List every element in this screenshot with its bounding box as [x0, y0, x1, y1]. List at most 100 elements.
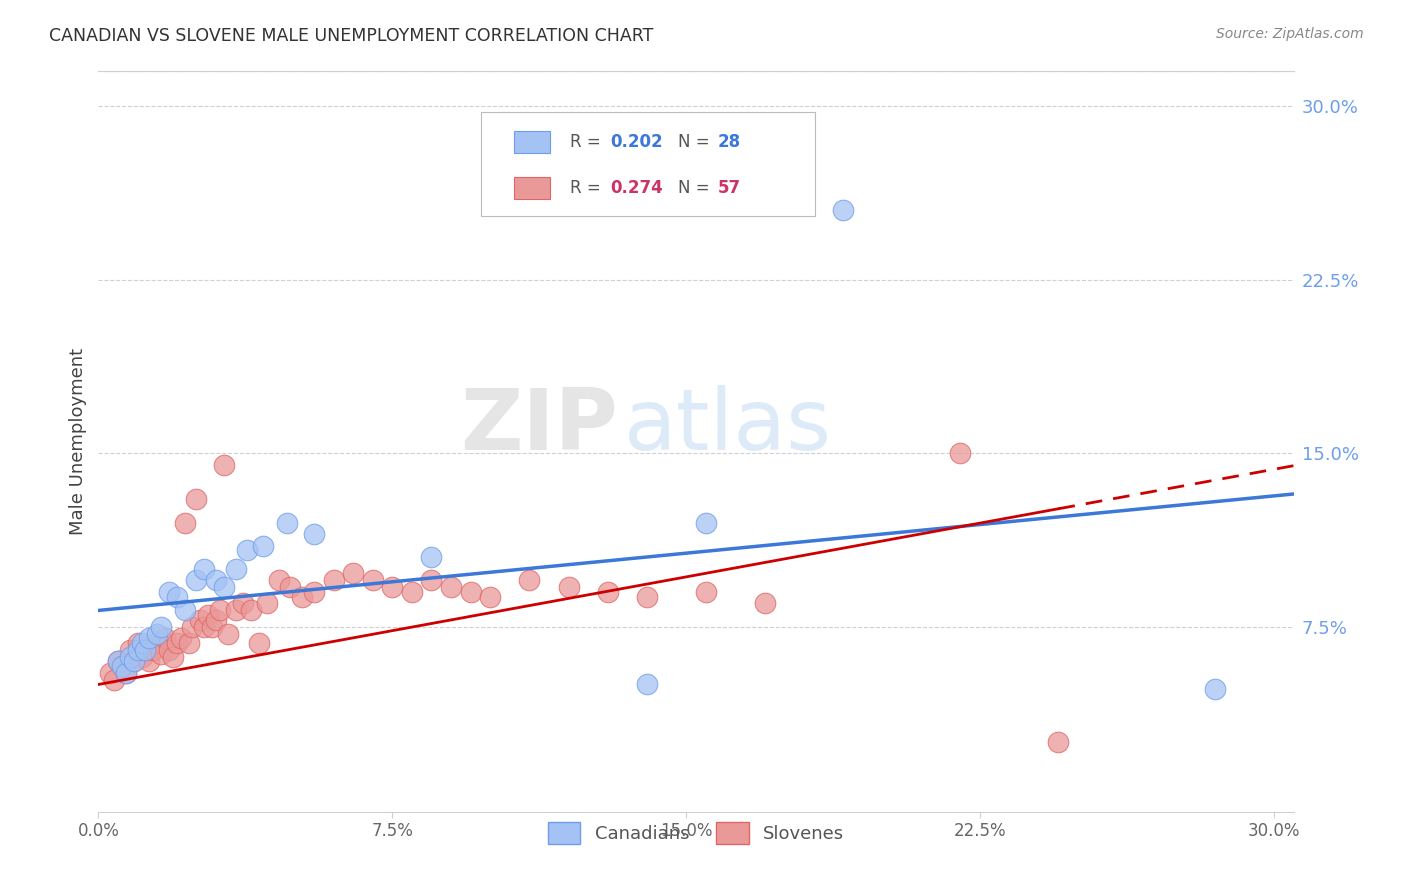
Point — [267, 574, 290, 588]
Point — [225, 603, 247, 617]
Point — [107, 654, 129, 668]
Point — [479, 590, 502, 604]
Point — [177, 636, 200, 650]
Point — [460, 585, 482, 599]
Point — [949, 446, 972, 460]
Text: N =: N = — [678, 133, 714, 151]
Point — [291, 590, 314, 604]
Point — [381, 580, 404, 594]
Point — [162, 649, 184, 664]
Point — [127, 642, 149, 657]
Point — [131, 636, 153, 650]
Point — [217, 626, 239, 640]
Point — [361, 574, 384, 588]
Point — [695, 516, 717, 530]
Text: 0.202: 0.202 — [610, 133, 662, 151]
Text: atlas: atlas — [624, 385, 832, 468]
Point — [186, 492, 208, 507]
Text: R =: R = — [571, 133, 606, 151]
Point — [193, 620, 215, 634]
Text: Source: ZipAtlas.com: Source: ZipAtlas.com — [1216, 27, 1364, 41]
Point — [247, 636, 270, 650]
Y-axis label: Male Unemployment: Male Unemployment — [69, 348, 87, 535]
Point — [232, 597, 254, 611]
Point — [98, 665, 121, 680]
Point — [322, 574, 344, 588]
Point — [118, 642, 141, 657]
Point — [188, 613, 211, 627]
Point — [420, 574, 443, 588]
Point — [208, 603, 231, 617]
Point — [280, 580, 302, 594]
Text: R =: R = — [571, 179, 606, 197]
Point — [256, 597, 278, 611]
Text: N =: N = — [678, 179, 714, 197]
Point — [181, 620, 204, 634]
Point — [636, 677, 658, 691]
Point — [193, 562, 215, 576]
Point — [127, 636, 149, 650]
Point — [142, 642, 165, 657]
Point — [276, 516, 298, 530]
Point — [111, 659, 134, 673]
Point — [302, 527, 325, 541]
Point — [138, 631, 160, 645]
Point — [115, 665, 138, 680]
Text: CANADIAN VS SLOVENE MALE UNEMPLOYMENT CORRELATION CHART: CANADIAN VS SLOVENE MALE UNEMPLOYMENT CO… — [49, 27, 654, 45]
Point — [150, 620, 173, 634]
Point — [146, 626, 169, 640]
Point — [201, 620, 224, 634]
Point — [212, 458, 235, 472]
Point — [150, 648, 173, 662]
Point — [636, 590, 658, 604]
Point — [122, 654, 145, 668]
Text: 28: 28 — [717, 133, 741, 151]
Point — [1047, 735, 1070, 749]
Point — [103, 673, 125, 687]
Point — [342, 566, 364, 581]
Text: ZIP: ZIP — [461, 385, 619, 468]
Point — [170, 631, 193, 645]
Point — [557, 580, 579, 594]
Point — [205, 574, 228, 588]
Point — [153, 631, 176, 645]
Point — [252, 539, 274, 553]
Point — [519, 574, 541, 588]
Point — [832, 203, 855, 218]
Point — [236, 543, 259, 558]
Point — [186, 574, 208, 588]
Point — [134, 642, 156, 657]
Point — [173, 603, 195, 617]
Point — [122, 654, 145, 668]
Point — [596, 585, 619, 599]
Point — [212, 580, 235, 594]
Point — [440, 580, 463, 594]
Bar — [515, 130, 550, 153]
Point — [157, 585, 180, 599]
Point — [754, 597, 776, 611]
Point — [146, 636, 169, 650]
Text: 0.274: 0.274 — [610, 179, 662, 197]
Point — [1204, 682, 1226, 697]
Point — [205, 613, 228, 627]
Point — [138, 654, 160, 668]
Point — [420, 550, 443, 565]
Point — [111, 659, 134, 673]
Point — [118, 649, 141, 664]
Point — [173, 516, 195, 530]
Point — [401, 585, 423, 599]
Point — [131, 649, 153, 664]
Point — [240, 603, 263, 617]
Point — [197, 608, 219, 623]
Point — [115, 665, 138, 680]
Point — [225, 562, 247, 576]
Point — [166, 636, 188, 650]
Legend: Canadians, Slovenes: Canadians, Slovenes — [540, 814, 852, 851]
Point — [134, 642, 156, 657]
Point — [302, 585, 325, 599]
Point — [157, 642, 180, 657]
Bar — [515, 178, 550, 200]
Point — [695, 585, 717, 599]
Text: 57: 57 — [717, 179, 741, 197]
FancyBboxPatch shape — [481, 112, 815, 216]
